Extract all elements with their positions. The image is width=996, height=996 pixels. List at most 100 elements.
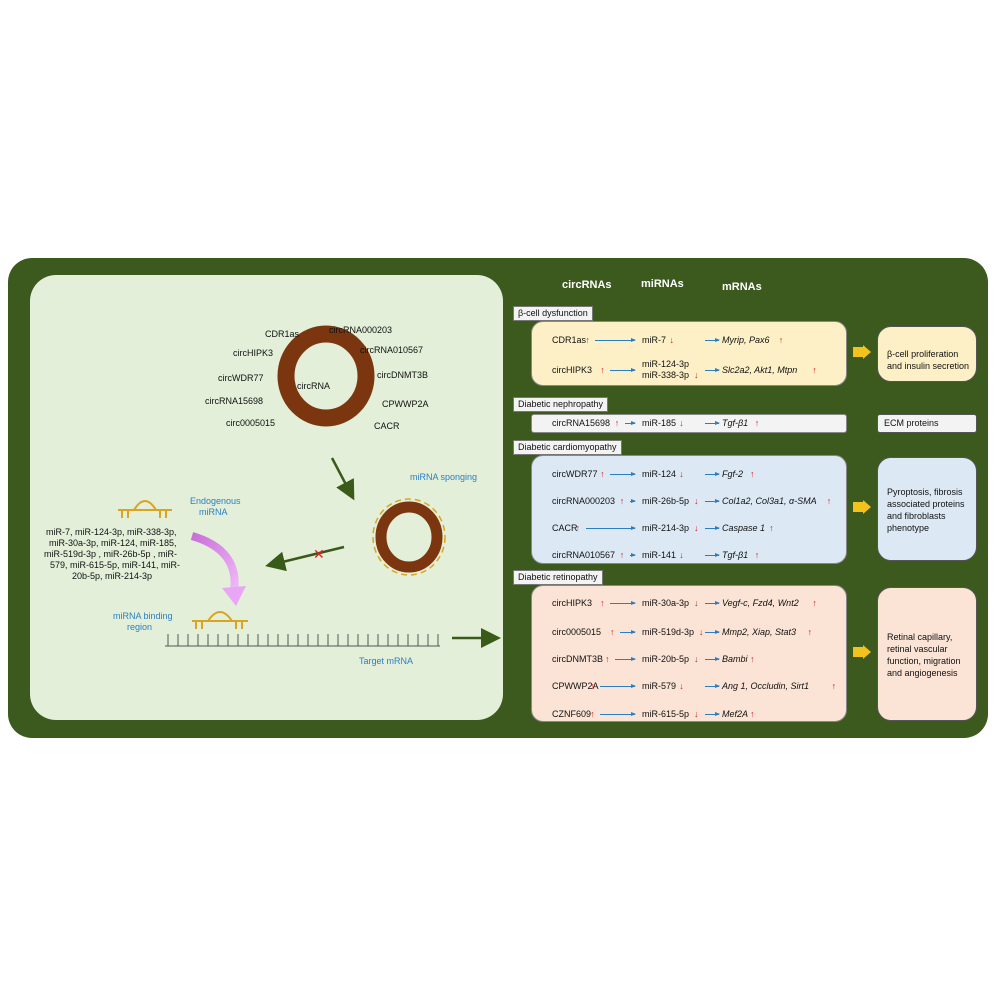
- circrna-name: circ0005015: [552, 627, 602, 637]
- arrow-to-sponge: [330, 457, 355, 501]
- pathway-row: circHIPK3 ↑ miR-124-3p miR-338-3p ↓ Slc2a2, A…: [0, 359, 996, 380]
- pathway-row: circDNMT3B ↑ miR-20b-5p ↓ Bambi ↑: [0, 653, 996, 665]
- label-cdr1as: CDR1as: [265, 329, 300, 339]
- beta-outcome-2: and insulin secretion: [887, 361, 970, 371]
- arrow-mirna-to-mrna: [705, 421, 720, 425]
- pathway-row: circRNA010567 ↑ miR-141 ↓ Tgf-β1 ↑: [0, 549, 996, 561]
- circrna-direction-icon: ↑: [619, 496, 625, 506]
- cardio-outcome-3: and fibroblasts: [887, 511, 946, 521]
- mirna-name: miR-30a-3p: [642, 598, 690, 608]
- arrow-mirna-to-mrna: [705, 601, 720, 605]
- arrow-circ-to-mirna: [629, 553, 637, 557]
- mrna-name: Vegf-c, Fzd4, Wnt2: [722, 598, 799, 608]
- section-label-beta: β-cell dysfunction: [513, 306, 593, 321]
- mirna-sponging-label: miRNA sponging: [410, 472, 478, 482]
- circrna-name: CDR1as: [552, 335, 587, 345]
- header-circrnas: circRNAs: [562, 279, 612, 291]
- arrow-circ-to-mirna: [600, 684, 636, 688]
- circrna-direction-icon: ↑: [605, 654, 610, 664]
- cardio-outcome-box: [877, 457, 977, 561]
- mirna-direction-icon: ↓: [694, 370, 699, 380]
- arrow-circ-to-mirna: [624, 421, 637, 425]
- label-cpwwp2a: CPWWP2A: [382, 399, 429, 409]
- arrow-mirna-to-mrna: [705, 712, 720, 716]
- neph-outcome-1: ECM proteins: [884, 418, 939, 428]
- label-circrna15698: circRNA15698: [205, 396, 264, 406]
- mirna-list-line-5: 20b-5p, miR-214-3p: [72, 571, 153, 581]
- mirna-glyph: [118, 500, 172, 518]
- retino-outcome-box: [877, 587, 977, 721]
- label-circhipk3: circHIPK3: [233, 348, 274, 358]
- retino-outcome-4: and angiogenesis: [887, 668, 958, 678]
- mirna-name: miR-519d-3p: [642, 627, 695, 637]
- label-circrna010567: circRNA010567: [360, 345, 424, 355]
- mirna-direction-icon: ↓: [679, 550, 684, 560]
- label-circdnmt3b: circDNMT3B: [377, 370, 428, 380]
- mrna-name: Mmp2, Xiap, Stat3: [722, 627, 797, 637]
- arrow-circ-to-mirna: [585, 526, 637, 530]
- retino-outcome-1: Retinal capillary,: [887, 632, 953, 642]
- cardio-outcome-4: phenotype: [887, 523, 930, 533]
- retino-box: [531, 585, 847, 722]
- mrna-direction-icon: ↑: [754, 550, 760, 560]
- arrow-mirna-to-mrna: [705, 684, 720, 688]
- beta-outcome-box: [877, 326, 977, 382]
- mirna-name: miR-7: [642, 335, 666, 345]
- mrna-direction-icon: ↑: [812, 365, 817, 375]
- arrow-circ-to-mirna: [619, 630, 637, 634]
- mrna-name: Fgf-2: [722, 469, 744, 479]
- label-circrna000203: circRNA000203: [329, 325, 393, 335]
- retino-outcome-3: function, migration: [887, 656, 961, 666]
- mrna-direction-icon: ↑: [831, 681, 837, 691]
- label-circ0005015: circ0005015: [226, 418, 276, 428]
- circrna-direction-icon: ↑: [600, 365, 605, 375]
- circrna-name: CACR: [552, 523, 578, 533]
- retino-outcome-2: retinal vascular: [887, 644, 948, 654]
- neph-box: [531, 414, 847, 433]
- mirna-list-line-4: 579, miR-615-5p, miR-141, miR-: [50, 560, 181, 570]
- section-label-neph: Diabetic nephropathy: [513, 397, 609, 412]
- pathway-row: CDR1as ↑ miR-7 ↓ Myrip, Pax6 ↑: [0, 334, 996, 346]
- label-circwdr77: circWDR77: [218, 373, 264, 383]
- circrna-name: circHIPK3: [552, 598, 593, 608]
- mrna-name: Bambi: [722, 654, 748, 664]
- circrna-name: circHIPK3: [552, 365, 593, 375]
- circrna-direction-icon: ↑: [590, 681, 595, 691]
- binding-label-2: region: [127, 622, 153, 632]
- mrna-name: Myrip, Pax6: [722, 335, 770, 345]
- block-cross: ✕: [313, 546, 325, 562]
- mrna-name: Ang 1, Occludin, Sirt1: [722, 681, 810, 691]
- mrna-name: Mef2A: [722, 709, 749, 719]
- circrna-direction-icon: ↑: [590, 709, 595, 719]
- pathway-row: circRNA000203 ↑ miR-26b-5p ↓ Col1a2, Col3a1,…: [0, 495, 996, 507]
- mrna-name: Col1a2, Col3a1, α-SMA: [722, 496, 817, 506]
- mirna-direction-icon: ↓: [694, 496, 699, 506]
- cardio-box: [531, 455, 847, 564]
- header-mirnas: miRNAs: [641, 278, 684, 290]
- arrow-circ-to-mirna: [610, 368, 636, 372]
- circrna-center-label: circRNA: [297, 381, 330, 391]
- label-cacr: CACR: [374, 421, 400, 431]
- blocked-arrow: [265, 545, 345, 572]
- mrna-direction-icon: ↑: [750, 709, 755, 719]
- arrow-mirna-to-mrna: [705, 338, 720, 342]
- endogenous-label-1: Endogenous: [190, 496, 241, 506]
- circrna-direction-icon: ↑: [619, 550, 625, 560]
- mirna-list-line-2: miR-30a-3p, miR-124, miR-185,: [49, 538, 177, 548]
- chevron-icon: [853, 500, 871, 514]
- mrna-name: Slc2a2, Akt1, Mtpn: [722, 365, 798, 375]
- chevron-icon: [853, 645, 871, 659]
- circrna-direction-icon: ↑: [614, 418, 620, 428]
- neph-outcome-box: [877, 414, 977, 433]
- arrow-mirna-to-mrna: [705, 657, 720, 661]
- mrna-direction-icon: ↑: [750, 654, 755, 664]
- mrna-direction-icon: ↑: [826, 496, 832, 506]
- cardio-outcome-1: Pyroptosis, fibrosis: [887, 487, 963, 497]
- mrna-direction-icon: ↑: [750, 469, 755, 479]
- mrna-direction-icon: ↑: [769, 523, 774, 533]
- mirna-direction-icon: ↓: [694, 654, 699, 664]
- circrna-direction-icon: ↑: [609, 627, 615, 637]
- cardio-outcome-2: associated proteins: [887, 499, 965, 509]
- mrna-ticks: [167, 634, 439, 646]
